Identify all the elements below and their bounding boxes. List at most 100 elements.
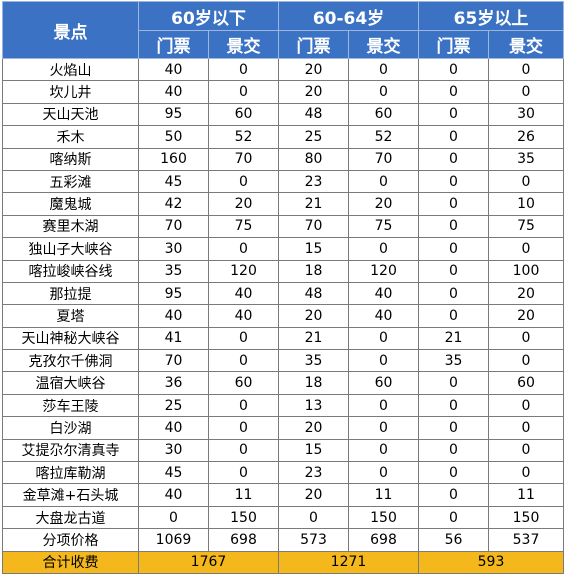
spot-name: 喀拉峻峡谷线 [2, 259, 139, 283]
transport-price-cell: 0 [488, 349, 564, 373]
ticket-price-cell: 18 [278, 371, 349, 395]
spot-header: 景点 [2, 1, 139, 59]
group-header-over-65: 65岁以上 [418, 1, 564, 31]
transport-price-cell: 0 [208, 438, 279, 463]
ticket-price-cell: 35 [138, 259, 209, 283]
transport-price-cell: 0 [348, 349, 419, 373]
transport-price-cell: 60 [348, 102, 419, 127]
transport-price-cell: 60 [488, 371, 564, 395]
spot-name: 大盘龙古道 [2, 505, 139, 530]
transport-price-cell: 11 [348, 483, 419, 507]
transport-price-cell: 30 [488, 102, 564, 127]
transport-price-cell: 60 [208, 102, 279, 127]
ticket-price-cell: 0 [418, 125, 489, 149]
ticket-price-cell: 40 [138, 483, 209, 507]
ticket-price-cell: 573 [278, 528, 349, 552]
transport-price-cell: 40 [208, 304, 279, 328]
total-60-64: 1271 [278, 550, 419, 574]
ticket-price-cell: 23 [278, 461, 349, 485]
ticket-price-cell: 0 [418, 393, 489, 418]
ticket-price-cell: 20 [278, 57, 349, 82]
ticket-price-cell: 36 [138, 371, 209, 395]
ticket-price-cell: 45 [138, 461, 209, 485]
sub-header-transport: 景交 [488, 30, 564, 59]
spot-name: 禾木 [2, 125, 139, 149]
spot-name: 温宿大峡谷 [2, 371, 139, 395]
ticket-price-cell: 95 [138, 281, 209, 306]
transport-price-cell: 0 [208, 57, 279, 82]
transport-price-cell: 75 [488, 214, 564, 239]
transport-price-cell: 0 [208, 416, 279, 440]
transport-price-cell: 75 [348, 214, 419, 239]
ticket-price-cell: 0 [418, 371, 489, 395]
transport-price-cell: 0 [208, 349, 279, 373]
group-header-60-64: 60-64岁 [278, 1, 419, 31]
ticket-price-cell: 15 [278, 237, 349, 261]
spot-name: 金草滩+石头城 [2, 483, 139, 507]
ticket-price-cell: 70 [278, 214, 349, 239]
ticket-price-cell: 20 [278, 416, 349, 440]
transport-price-cell: 60 [348, 371, 419, 395]
transport-price-cell: 0 [488, 461, 564, 485]
table-row: 喀纳斯 160 70 80 70 0 35 [2, 147, 564, 171]
spot-name: 五彩滩 [2, 169, 139, 194]
transport-price-cell: 0 [488, 57, 564, 82]
transport-price-cell: 120 [348, 259, 419, 283]
transport-price-cell: 60 [208, 371, 279, 395]
transport-price-cell: 20 [348, 192, 419, 216]
ticket-price-cell: 0 [418, 169, 489, 194]
ticket-price-cell: 50 [138, 125, 209, 149]
ticket-price-cell: 1069 [138, 528, 209, 552]
transport-price-cell: 20 [208, 192, 279, 216]
table-row: 魔鬼城 42 20 21 20 0 10 [2, 192, 564, 216]
transport-price-cell: 0 [348, 326, 419, 351]
ticket-price-cell: 21 [278, 192, 349, 216]
transport-price-cell: 0 [208, 393, 279, 418]
spot-name: 魔鬼城 [2, 192, 139, 216]
sub-header-ticket: 门票 [138, 30, 209, 59]
spot-name: 独山子大峡谷 [2, 237, 139, 261]
ticket-price-cell: 13 [278, 393, 349, 418]
transport-price-cell: 20 [488, 304, 564, 328]
transport-price-cell: 40 [208, 281, 279, 306]
table-row: 坎儿井 40 0 20 0 0 0 [2, 80, 564, 104]
transport-price-cell: 0 [488, 326, 564, 351]
sub-header-ticket: 门票 [278, 30, 349, 59]
ticket-price-cell: 0 [418, 281, 489, 306]
ticket-price-cell: 41 [138, 326, 209, 351]
spot-name: 火焰山 [2, 57, 139, 82]
table-body: 火焰山 40 0 20 0 0 0 坎儿井 40 0 20 0 0 0 天山天池 95 60 48 60 0 30 禾木 5… [2, 57, 564, 552]
spot-name: 白沙湖 [2, 416, 139, 440]
spot-name: 喀纳斯 [2, 147, 139, 171]
transport-price-cell: 0 [208, 326, 279, 351]
ticket-price-cell: 70 [138, 214, 209, 239]
ticket-price-cell: 48 [278, 102, 349, 127]
ticket-price-cell: 18 [278, 259, 349, 283]
spot-name: 夏塔 [2, 304, 139, 328]
table-row: 喀拉峻峡谷线 35 120 18 120 0 100 [2, 259, 564, 283]
ticket-price-cell: 42 [138, 192, 209, 216]
transport-price-cell: 150 [208, 505, 279, 530]
ticket-price-cell: 20 [278, 80, 349, 104]
transport-price-cell: 100 [488, 259, 564, 283]
table-row: 天山神秘大峡谷 41 0 21 0 21 0 [2, 326, 564, 351]
group-header-under-60: 60岁以下 [138, 1, 279, 31]
ticket-price-cell: 30 [138, 237, 209, 261]
ticket-price-cell: 40 [138, 57, 209, 82]
transport-price-cell: 537 [488, 528, 564, 552]
transport-price-cell: 0 [488, 393, 564, 418]
transport-price-cell: 0 [348, 80, 419, 104]
transport-price-cell: 0 [348, 393, 419, 418]
ticket-price-cell: 21 [418, 326, 489, 351]
transport-price-cell: 0 [208, 80, 279, 104]
transport-price-cell: 698 [208, 528, 279, 552]
ticket-price-cell: 0 [418, 416, 489, 440]
ticket-price-cell: 15 [278, 438, 349, 463]
spot-name: 喀拉库勒湖 [2, 461, 139, 485]
table-row: 夏塔 40 40 20 40 0 20 [2, 304, 564, 328]
table-row: 独山子大峡谷 30 0 15 0 0 0 [2, 237, 564, 261]
transport-price-cell: 70 [348, 147, 419, 171]
ticket-price-cell: 0 [418, 483, 489, 507]
spot-name: 莎车王陵 [2, 393, 139, 418]
